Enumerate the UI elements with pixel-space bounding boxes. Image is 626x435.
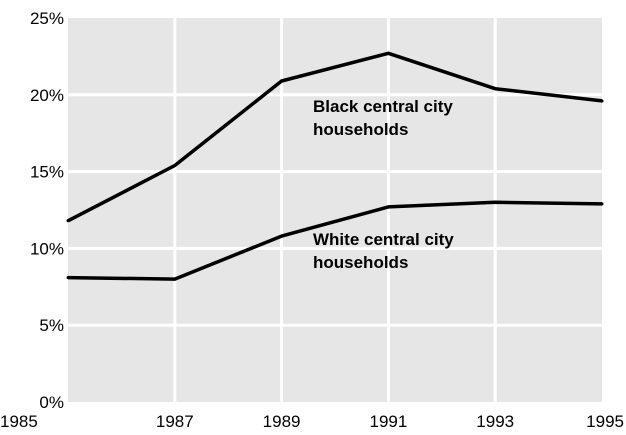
y-tick-label: 20% [30, 86, 64, 105]
series-lines [66, 51, 604, 281]
series-label-black-line1: Black central city [313, 97, 453, 116]
x-tick-label: 1987 [156, 412, 194, 431]
data-point [280, 79, 284, 83]
x-tick-label: 1995 [586, 412, 624, 431]
x-tick-label: 1993 [476, 412, 514, 431]
x-tick-label: 1991 [369, 412, 407, 431]
data-point [386, 51, 390, 55]
data-point [66, 219, 70, 223]
data-point [600, 202, 604, 206]
series-label-white-line2: households [313, 253, 408, 272]
series-line-0 [67, 51, 603, 223]
data-point [600, 99, 604, 103]
y-tick-label: 0% [39, 393, 64, 412]
x-tick-label: 1985 [0, 412, 38, 431]
data-point [493, 87, 497, 91]
series-label-black-line2: households [313, 120, 408, 139]
x-axis-ticks: 1985 1987 1989 1991 1993 1995 [0, 412, 624, 431]
x-tick-label: 1989 [263, 412, 301, 431]
y-tick-label: 10% [30, 239, 64, 258]
data-point [66, 276, 70, 280]
data-point [173, 163, 177, 167]
y-tick-label: 25% [30, 9, 64, 28]
data-point [173, 277, 177, 281]
series-labels: Black central city households White cent… [313, 97, 454, 272]
y-tick-label: 15% [30, 163, 64, 182]
series-label-white-line1: White central city [313, 230, 454, 249]
data-point [493, 200, 497, 204]
data-point [386, 205, 390, 209]
series-line-1 [67, 200, 603, 281]
y-axis-ticks: 0% 5% 10% 15% 20% 25% [30, 9, 64, 412]
y-tick-label: 5% [39, 316, 64, 335]
plot-background [68, 18, 602, 402]
data-point [280, 234, 284, 238]
